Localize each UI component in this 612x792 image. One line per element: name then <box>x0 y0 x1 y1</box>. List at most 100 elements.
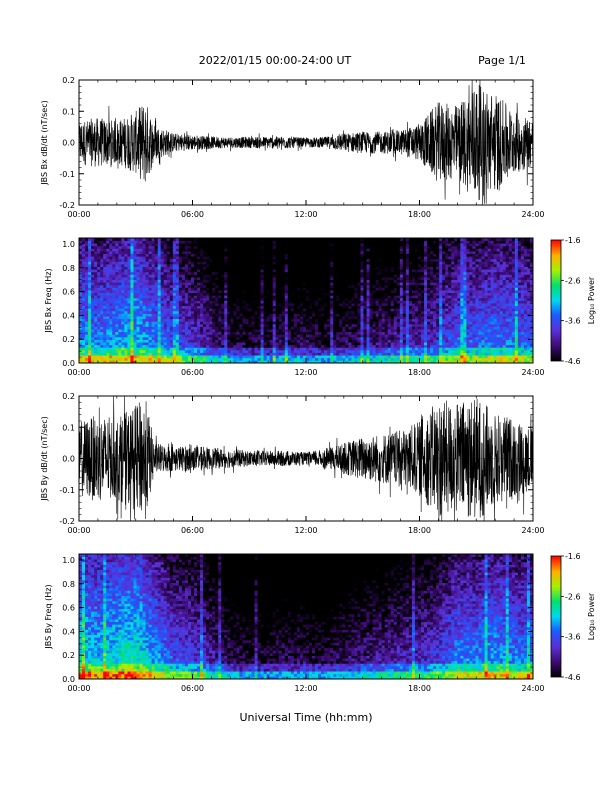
spectrogram-cell <box>296 295 301 299</box>
spectrogram-cell <box>293 287 298 291</box>
spectrogram-cell <box>372 349 376 353</box>
spectrogram-cell <box>151 316 156 320</box>
spectrogram-cell <box>242 329 246 333</box>
spectrogram-cell <box>351 277 355 281</box>
spectrogram-cell <box>109 329 113 333</box>
spectrogram-cell <box>324 334 328 338</box>
spectrogram-cell <box>345 279 349 283</box>
spectrogram-cell <box>136 347 140 351</box>
spectrogram-cell <box>109 248 113 252</box>
spectrogram-cell <box>178 318 183 322</box>
spectrogram-cell <box>302 349 307 353</box>
spectrogram-cell <box>257 256 261 260</box>
spectrogram-cell <box>345 300 349 304</box>
spectrogram-cell <box>190 321 195 325</box>
spectrogram-cell <box>330 290 334 294</box>
spectrogram-cell <box>209 277 213 281</box>
spectrogram-cell <box>372 279 376 283</box>
spectrogram-cell <box>290 261 295 265</box>
spectrogram-cell <box>324 355 328 359</box>
spectrogram-cell <box>79 357 83 361</box>
spectrogram-cell <box>348 310 352 314</box>
spectrogram-cell <box>230 245 234 249</box>
spectrogram-cell <box>324 295 328 299</box>
spectrogram-cell <box>142 292 146 296</box>
spectrogram-cell <box>103 245 107 249</box>
spectrogram-cell <box>236 274 240 278</box>
spectrogram-cell <box>190 316 195 320</box>
spectrogram-cell <box>160 261 165 265</box>
spectrogram-cell <box>230 300 234 304</box>
spectrogram-cell <box>212 243 216 247</box>
spectrogram-cell <box>351 352 355 356</box>
spectrogram-cell <box>306 321 310 325</box>
spectrogram-cell <box>212 318 216 322</box>
spectrogram-cell <box>351 360 355 364</box>
spectrogram-cell <box>82 310 86 314</box>
spectrogram-cell <box>187 326 192 330</box>
spectrogram-cell <box>257 248 261 252</box>
spectrogram-cell <box>236 321 240 325</box>
spectrogram-cell <box>194 240 198 244</box>
spectrogram-cell <box>224 282 228 286</box>
spectrogram-cell <box>127 308 131 312</box>
spectrogram-cell <box>85 277 89 281</box>
spectrogram-cell <box>106 326 110 330</box>
spectrogram-cell <box>278 261 283 265</box>
spectrogram-cell <box>296 326 301 330</box>
spectrogram-cell <box>239 305 243 309</box>
spectrogram-cell <box>209 261 213 265</box>
spectrogram-cell <box>139 347 143 351</box>
spectrogram-cell <box>148 342 152 346</box>
spectrogram-cell <box>275 313 280 317</box>
spectrogram-cell <box>118 282 122 286</box>
spectrogram-cell <box>299 238 304 241</box>
spectrogram-cell <box>357 269 361 273</box>
spectrogram-cell <box>375 357 379 361</box>
spectrogram-cell <box>82 326 86 330</box>
spectrogram-cell <box>233 295 237 299</box>
spectrogram-cell <box>275 269 280 273</box>
spectrogram-cell <box>278 360 283 364</box>
spectrogram-cell <box>151 321 156 325</box>
spectrogram-cell <box>118 310 122 314</box>
spectrogram-cell <box>230 266 234 270</box>
spectrogram-cell <box>169 248 174 252</box>
spectrogram-cell <box>97 261 101 265</box>
spectrogram-cell <box>251 347 255 351</box>
spectrogram-cell <box>91 238 95 241</box>
spectrogram-cell <box>106 336 110 340</box>
spectrogram-cell <box>148 344 152 348</box>
spectrogram-cell <box>336 321 340 325</box>
spectrogram-cell <box>257 329 261 333</box>
spectrogram-cell <box>348 329 352 333</box>
spectrogram-cell <box>194 303 198 307</box>
spectrogram-cell <box>203 339 207 343</box>
spectrogram-cell <box>190 342 195 346</box>
spectrogram-cell <box>130 308 134 312</box>
spectrogram-cell <box>215 292 219 296</box>
spectrogram-cell <box>275 261 280 265</box>
spectrogram-cell <box>154 310 159 314</box>
spectrogram-cell <box>330 308 334 312</box>
spectrogram-cell <box>321 282 325 286</box>
spectrogram-cell <box>109 295 113 299</box>
spectrogram-cell <box>330 248 334 252</box>
spectrogram-cell <box>281 347 286 351</box>
spectrogram-cell <box>88 342 92 346</box>
spectrogram-cell <box>142 326 146 330</box>
spectrogram-cell <box>348 261 352 265</box>
spectrogram-cell <box>233 282 237 286</box>
spectrogram-cell <box>151 326 156 330</box>
spectrogram-cell <box>348 336 352 340</box>
spectrogram-cell <box>266 290 271 294</box>
spectrogram-cell <box>293 339 298 343</box>
spectrogram-cell <box>169 271 174 275</box>
spectrogram-cell <box>275 357 280 361</box>
spectrogram-cell <box>299 347 304 351</box>
spectrogram-cell <box>242 355 246 359</box>
spectrogram-cell <box>148 339 152 343</box>
spectrogram-cell <box>151 292 156 296</box>
spectrogram-cell <box>88 251 92 254</box>
spectrogram-cell <box>94 326 98 330</box>
